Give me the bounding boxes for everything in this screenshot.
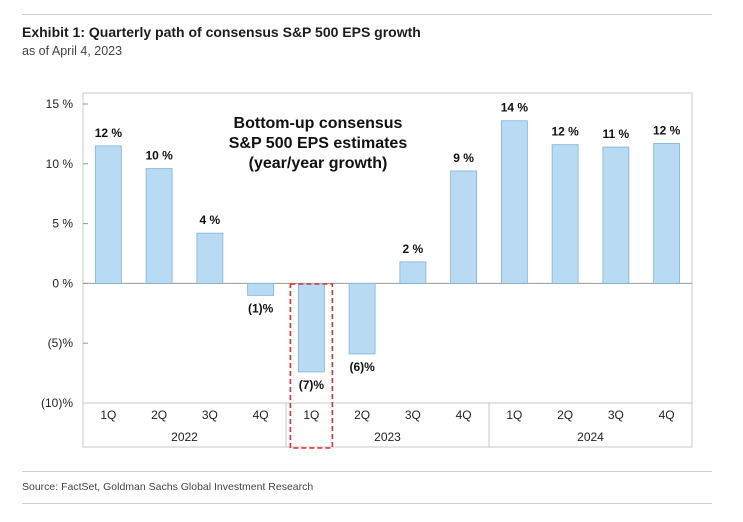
data-label: 9 %	[453, 151, 474, 165]
x-tick-label: 4Q	[456, 408, 472, 422]
data-label: 4 %	[200, 213, 221, 227]
bar	[450, 170, 478, 284]
data-label: (1)%	[248, 301, 274, 315]
x-tick-label: 4Q	[253, 408, 269, 422]
x-tick-label: 1Q	[303, 408, 319, 422]
bar	[551, 144, 579, 284]
year-label: 2024	[577, 430, 604, 444]
y-tick-label: (10)%	[41, 396, 73, 410]
chart-annotation: Bottom-up consensus S&P 500 EPS estimates…	[229, 115, 408, 172]
x-tick-label: 2Q	[354, 408, 370, 422]
bar	[348, 282, 376, 355]
x-tick-label: 3Q	[405, 408, 421, 422]
y-tick-label: 0 %	[52, 276, 73, 290]
data-label: (6)%	[349, 360, 375, 374]
year-label: 2023	[374, 430, 401, 444]
x-axis: 1Q 2Q 3Q 4Q 1Q 2Q 3Q 4Q 1Q 2Q 3Q 4Q 2022 2023 2024	[83, 402, 692, 447]
bar-labels-group: 12 % 10 % 4 % (1)% (7)% (6)% 2 % 9 % 14 % 12 % 11 …	[95, 101, 681, 392]
y-tick-label: 10 %	[46, 157, 74, 171]
highlight-box	[289, 283, 334, 449]
bar	[602, 146, 630, 284]
bars-group	[94, 120, 681, 373]
highlight-group	[289, 283, 334, 449]
bar	[247, 282, 275, 296]
bar	[653, 143, 681, 284]
x-tick-label: 4Q	[659, 408, 675, 422]
data-label: (7)%	[299, 378, 325, 392]
x-tick-label: 2Q	[151, 408, 167, 422]
x-tick-label: 3Q	[202, 408, 218, 422]
data-label: 2 %	[403, 242, 424, 256]
chart-subtitle: as of April 4, 2023	[22, 44, 123, 58]
data-label: 12 %	[95, 126, 123, 140]
annotation-line: Bottom-up consensus	[234, 115, 403, 132]
x-tick-label: 3Q	[608, 408, 624, 422]
plot-frame	[82, 92, 693, 448]
bar	[399, 261, 427, 284]
x-tick-label: 1Q	[100, 408, 116, 422]
data-label: 11 %	[603, 127, 630, 141]
bar	[94, 145, 122, 284]
y-axis: 15 % 10 % 5 % 0 % (5)% (10)%	[41, 97, 692, 410]
y-tick-label: 5 %	[52, 217, 73, 231]
footer-rule	[22, 471, 712, 472]
year-label: 2022	[171, 430, 198, 444]
bottom-rule	[22, 503, 712, 504]
y-tick-label: (5)%	[48, 336, 74, 350]
bar	[500, 120, 528, 284]
x-tick-label: 2Q	[557, 408, 573, 422]
x-tick-label: 1Q	[506, 408, 522, 422]
annotation-line: (year/year growth)	[249, 155, 388, 172]
chart-title: Exhibit 1: Quarterly path of consensus S…	[22, 24, 421, 40]
bar	[145, 168, 173, 284]
annotation-line: S&P 500 EPS estimates	[229, 135, 408, 152]
data-label: 14 %	[501, 101, 529, 115]
bar	[196, 232, 224, 284]
data-label: 12 %	[653, 123, 681, 137]
y-tick-label: 15 %	[46, 97, 74, 111]
top-rule	[22, 14, 712, 15]
eps-growth-bar-chart: 15 % 10 % 5 % 0 % (5)% (10)% 12 % 10 % 4 % (1)% (…	[41, 92, 693, 449]
bar	[297, 282, 325, 373]
source-note: Source: FactSet, Goldman Sachs Global In…	[22, 481, 314, 493]
data-label: 12 %	[551, 125, 579, 139]
data-label: 10 %	[145, 149, 173, 163]
